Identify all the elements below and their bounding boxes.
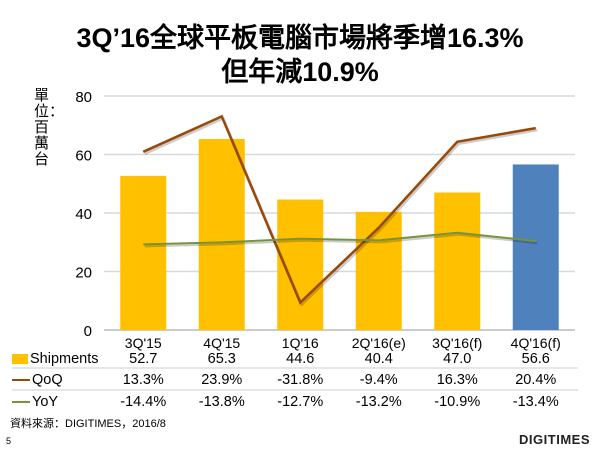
shipments-value: 56.6 bbox=[521, 351, 550, 367]
yoy-value: -13.2% bbox=[355, 394, 402, 410]
y-tick-label: 80 bbox=[75, 89, 92, 106]
x-tick-label: 2Q'16(e) bbox=[352, 335, 406, 351]
shipments-value: 40.4 bbox=[364, 351, 393, 367]
yoy-value: -12.7% bbox=[277, 394, 324, 410]
shipments-value: 44.6 bbox=[286, 351, 315, 367]
shipments-value: 52.7 bbox=[129, 351, 158, 367]
x-tick-label: 4Q'16(f) bbox=[511, 335, 561, 351]
yoy-value: -10.9% bbox=[434, 394, 481, 410]
shipments-value: 47.0 bbox=[443, 351, 472, 367]
yoy-value: -14.4% bbox=[120, 394, 167, 410]
legend-yoy: YoY bbox=[12, 394, 58, 410]
legend-swatch bbox=[12, 401, 30, 404]
y-tick-label: 0 bbox=[84, 323, 92, 340]
qoq-value: 13.3% bbox=[122, 372, 164, 388]
title-line-2: 但年減10.9% bbox=[221, 57, 379, 87]
qoq-value: -31.8% bbox=[277, 372, 324, 388]
qoq-value: 23.9% bbox=[201, 372, 243, 388]
title-line-1: 3Q’16全球平板電腦市場將季增16.3% bbox=[76, 23, 524, 53]
legend-swatch bbox=[12, 354, 28, 365]
bar-3Q'16(f) bbox=[434, 192, 481, 330]
legend-label: QoQ bbox=[32, 372, 63, 388]
y-tick-label: 20 bbox=[75, 265, 92, 282]
x-tick-label: 3Q'15 bbox=[125, 335, 162, 351]
legend-label: YoY bbox=[32, 394, 59, 410]
page-number: 5 bbox=[6, 436, 12, 446]
qoq-value: 20.4% bbox=[515, 372, 557, 388]
qoq-value: 16.3% bbox=[436, 372, 478, 388]
x-tick-label: 3Q'16(f) bbox=[432, 335, 482, 351]
qoq-line-shadow bbox=[144, 116, 538, 307]
source-note: 資料來源：DIGITIMES，2016/8 bbox=[10, 418, 166, 430]
bar-4Q'15 bbox=[198, 138, 245, 330]
qoq-line bbox=[142, 114, 536, 305]
yoy-value: -13.8% bbox=[198, 394, 245, 410]
bar-2Q'16(e) bbox=[355, 211, 402, 330]
yoy-line bbox=[143, 231, 536, 246]
yoy-line-shadow bbox=[144, 233, 538, 248]
y-tick-label: 60 bbox=[75, 148, 92, 165]
x-tick-label: 4Q'15 bbox=[203, 335, 240, 351]
shipments-value: 65.3 bbox=[207, 351, 236, 367]
bar-3Q'15 bbox=[120, 175, 167, 330]
x-tick-label: 1Q'16 bbox=[282, 335, 319, 351]
yoy-value: -13.4% bbox=[512, 394, 559, 410]
y-tick-label: 40 bbox=[75, 206, 92, 223]
legend-swatch bbox=[12, 379, 30, 382]
digitimes-logo: DIGITIMES bbox=[519, 432, 590, 447]
legend-qoq: QoQ bbox=[12, 372, 63, 388]
legend-shipments: Shipments bbox=[12, 351, 99, 367]
qoq-value: -9.4% bbox=[359, 372, 398, 388]
legend-label: Shipments bbox=[30, 351, 99, 367]
bar-4Q'16(f) bbox=[512, 164, 559, 330]
